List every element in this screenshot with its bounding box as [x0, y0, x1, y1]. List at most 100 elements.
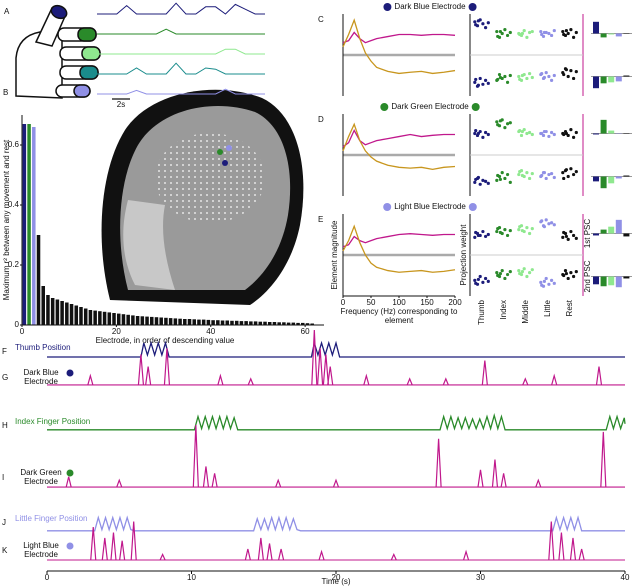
- signal-spike: [159, 553, 166, 561]
- projection-point: [520, 173, 525, 178]
- signal-spike: [87, 373, 94, 386]
- bar: [201, 319, 206, 325]
- projection-point: [566, 74, 570, 79]
- projection-point: [540, 71, 544, 76]
- projection-point: [547, 172, 551, 177]
- signal-spike: [435, 438, 442, 488]
- projection-point: [564, 28, 569, 33]
- signal-spike: [551, 373, 558, 386]
- weight-bar: [615, 176, 622, 179]
- projection-point: [528, 176, 532, 181]
- projection-point: [550, 171, 554, 176]
- weight-bar: [615, 219, 622, 234]
- projection-point: [517, 269, 521, 273]
- electrode-dot: [66, 542, 74, 550]
- projection-point: [473, 180, 477, 184]
- projection-point: [498, 29, 502, 34]
- category-label: Index: [499, 300, 508, 320]
- projection-point: [562, 72, 566, 77]
- projection-point: [572, 76, 576, 81]
- signal-spike: [332, 478, 340, 488]
- bar: [253, 321, 258, 325]
- y-tick-label: 0: [15, 320, 20, 329]
- projection-point: [542, 225, 547, 229]
- weight-bar: [615, 276, 622, 288]
- projection-point: [540, 131, 544, 136]
- bar: [249, 321, 253, 325]
- projection-point: [506, 33, 510, 38]
- signal-spike: [145, 366, 152, 385]
- projection-point: [574, 236, 578, 240]
- projection-point: [544, 276, 548, 281]
- projection-point: [562, 176, 566, 181]
- bar: [50, 298, 55, 325]
- electrode-title: Dark Green Electrode: [391, 102, 469, 111]
- weight-bar: [600, 76, 607, 84]
- projection-point: [496, 273, 500, 278]
- signal-spike: [600, 431, 607, 488]
- signal-spike: [311, 329, 318, 385]
- weight-bar: [600, 33, 607, 38]
- projection-point: [540, 283, 544, 287]
- projection-point: [508, 270, 512, 274]
- x-tick-label: 10: [187, 573, 196, 582]
- projection-point: [518, 128, 522, 133]
- projection-point: [520, 129, 525, 134]
- projection-point: [566, 31, 570, 36]
- projection-point: [528, 231, 532, 236]
- projection-point: [530, 268, 534, 272]
- projection-point: [530, 75, 534, 80]
- signal-spike: [535, 478, 542, 488]
- projection-point: [481, 135, 485, 139]
- panel-label: B: [3, 88, 8, 97]
- projection-point: [574, 70, 578, 74]
- bar: [69, 304, 74, 325]
- bar: [178, 318, 182, 325]
- projection-point: [561, 235, 565, 239]
- x-tick-label: 0: [45, 573, 50, 582]
- bar: [36, 235, 41, 325]
- projection-point: [544, 218, 548, 222]
- signal-spike: [390, 553, 397, 561]
- signal-spike: [116, 478, 123, 488]
- projection-point: [500, 269, 504, 273]
- projection-point: [519, 133, 524, 138]
- projection-point: [574, 130, 578, 135]
- bar: [263, 321, 267, 325]
- projection-point: [518, 170, 522, 174]
- signal-spike: [266, 543, 273, 561]
- projection-point: [572, 135, 576, 139]
- x-tick-label: 0: [341, 298, 346, 307]
- projection-point: [525, 274, 529, 279]
- x-tick-label: 30: [476, 573, 485, 582]
- projection-point: [574, 270, 578, 274]
- bar: [74, 305, 79, 325]
- weight-bar: [608, 276, 615, 286]
- projection-point: [486, 81, 490, 85]
- projection-point: [569, 229, 573, 234]
- projection-point: [506, 233, 510, 238]
- projection-point: [566, 174, 570, 179]
- bar: [22, 124, 27, 325]
- bar: [140, 316, 145, 325]
- weight-bar: [600, 229, 607, 234]
- bar: [102, 311, 107, 325]
- signal-spike: [406, 377, 413, 386]
- projection-point: [574, 170, 578, 174]
- bar: [83, 308, 88, 325]
- signal-spike: [317, 348, 324, 385]
- projection-point: [544, 71, 548, 75]
- signal-spike: [481, 360, 488, 385]
- signal-spike: [211, 473, 218, 488]
- projection-point: [496, 173, 500, 178]
- bar: [197, 319, 201, 325]
- projection-point: [566, 237, 570, 241]
- projection-point: [478, 274, 482, 279]
- signal-spike: [500, 473, 507, 488]
- bar: [277, 322, 281, 325]
- row-label: F: [2, 347, 7, 356]
- bar: [60, 301, 64, 325]
- row-name: Little Finger Position: [15, 514, 87, 523]
- bar: [211, 320, 215, 325]
- projection-point: [562, 32, 566, 37]
